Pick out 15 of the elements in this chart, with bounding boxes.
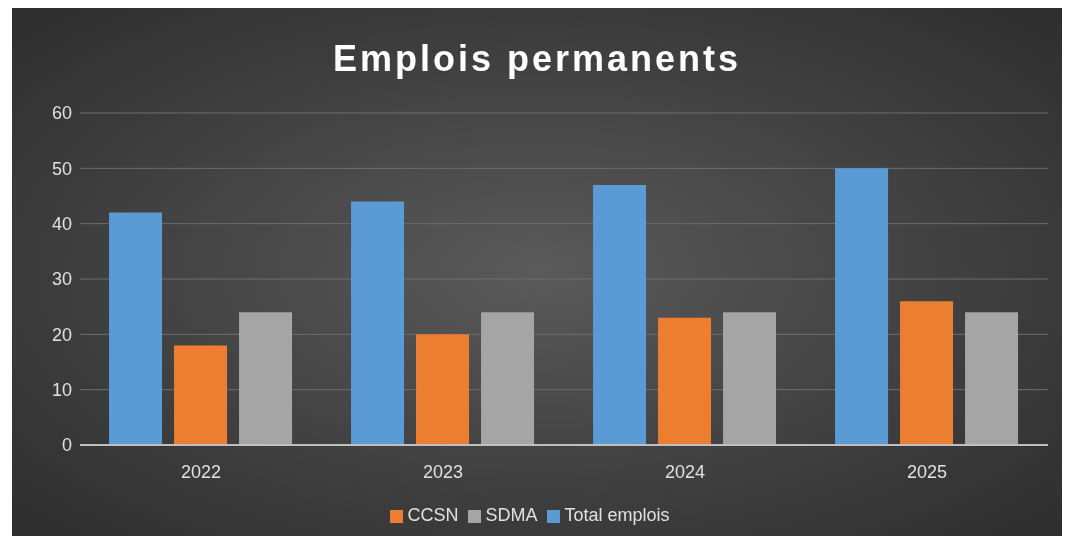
y-tick-label: 20 [51, 324, 72, 345]
chart-title: Emplois permanents [331, 38, 743, 80]
x-tick-label: 2025 [906, 461, 948, 482]
legend-label: SDMA [485, 505, 538, 525]
x-tick-label: 2022 [180, 461, 222, 482]
x-tick-label: 2024 [664, 461, 706, 482]
y-tick-label: 30 [51, 269, 72, 290]
legend-label: Total emplois [564, 505, 670, 525]
y-tick-label: 0 [61, 435, 72, 456]
y-tick-label: 10 [51, 380, 72, 401]
y-tick-label: 60 [51, 103, 72, 124]
legend-label: CCSN [407, 505, 459, 525]
y-tick-label: 40 [51, 214, 72, 235]
y-tick-label: 50 [51, 158, 72, 179]
x-tick-label: 2023 [422, 461, 464, 482]
